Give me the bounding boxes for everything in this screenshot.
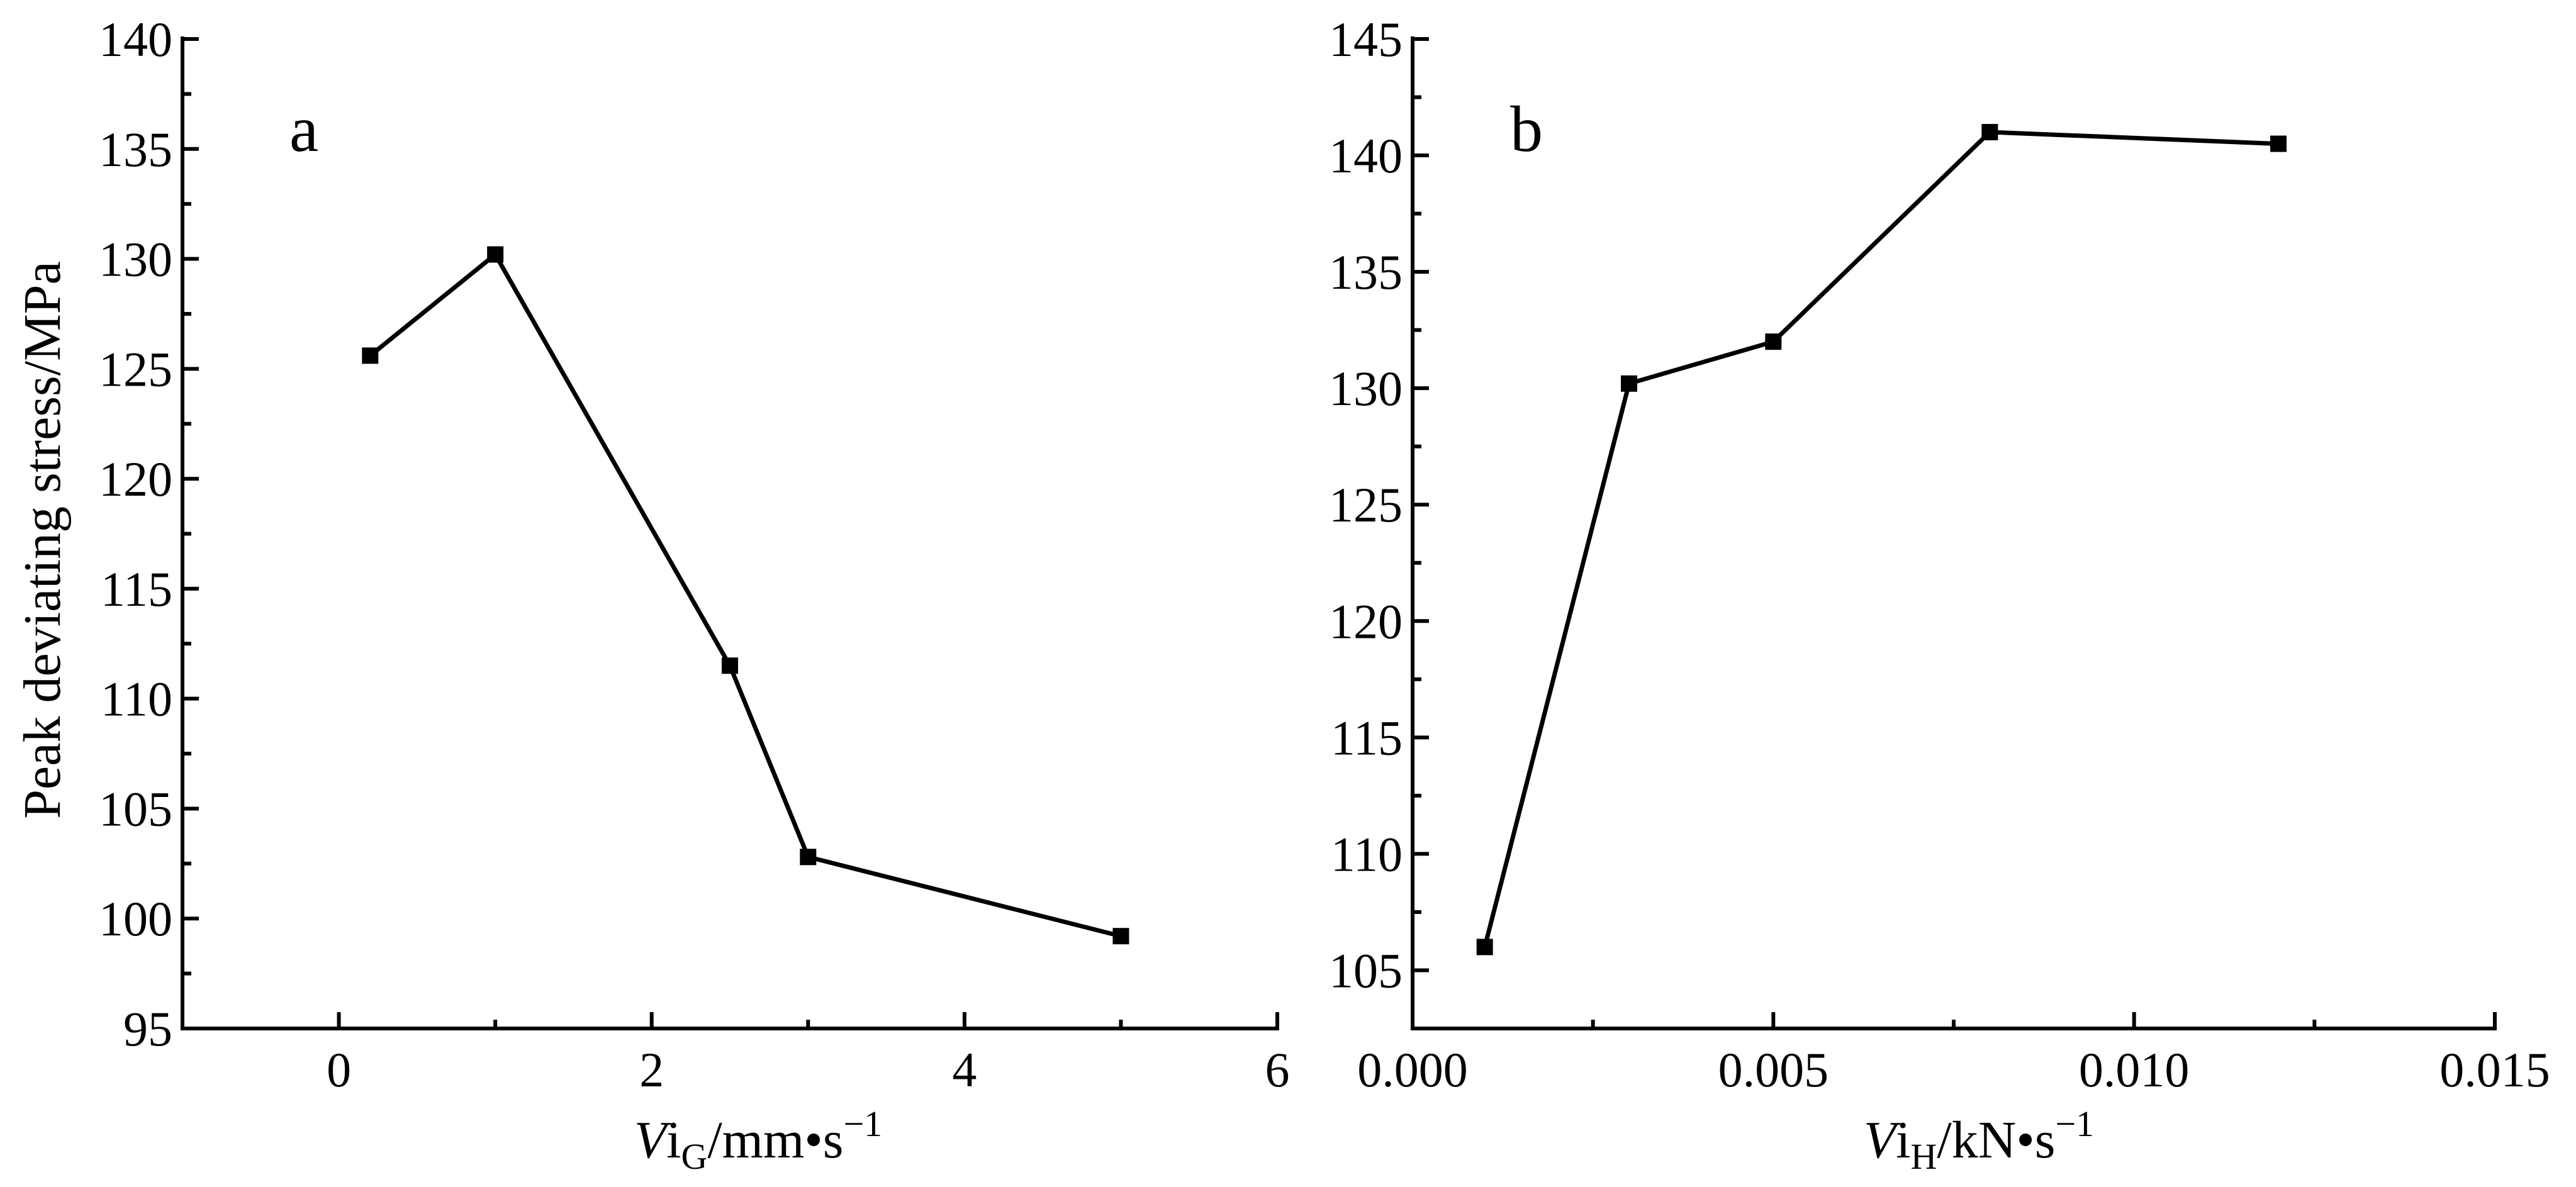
panel-a-y-axis-title: Peak deviating stress/MPa [13,261,72,819]
panel-a-y-tick-label: 105 [99,781,172,836]
panel-b-y-tick-label: 115 [1331,710,1403,765]
panel-b-y-tick-label: 130 [1329,361,1403,416]
panel-a-series-line [369,251,1122,939]
panel-b-x-tick-label: 0.015 [2439,1042,2550,1097]
panel-b-data-point [1765,333,1782,350]
panel-a-x-tick-label: 6 [1265,1042,1290,1097]
panel-a-data-point [800,849,817,866]
panel-a-y-tick-label: 95 [123,1001,172,1056]
panel-b-y-tick-label: 145 [1329,12,1403,67]
panel-b-x-tick-label: 0.000 [1357,1042,1468,1097]
panel-a-y-tick-label: 135 [99,122,172,177]
panel-a-y-tick-label: 130 [99,232,172,287]
panel-a-label: a [289,93,318,165]
panel-b-x-tick-label: 0.010 [2079,1042,2190,1097]
panel-a-data-point [722,657,738,674]
panel-a-y-tick-label: 110 [101,672,172,727]
panel-b-data-point [2270,135,2287,152]
panel-a-x-tick-label: 0 [327,1042,351,1097]
panel-b-y-tick-label: 120 [1329,594,1403,649]
panel-b-x-tick-label: 0.005 [1718,1042,1829,1097]
panel-a-y-tick-label: 115 [101,562,172,616]
panel-a-y-tick-label: 120 [99,452,172,506]
panel-a-data-point [487,246,504,263]
panel-a-x-tick-label: 2 [639,1042,664,1097]
panel-b-data-point [1981,124,1998,141]
panel-b-label: b [1510,93,1543,165]
panel-b-y-tick-label: 110 [1331,827,1403,881]
panel-a-y-tick-label: 125 [99,342,172,396]
panel-b-y-tick-label: 105 [1329,943,1403,998]
panel-b-y-tick-label: 140 [1329,128,1403,183]
panel-a-x-axis-title: ViG/mm•s−1 [634,1103,882,1177]
panel-b-data-point [1621,375,1637,392]
panel-a-x-tick-label: 4 [952,1042,977,1097]
panel-a-y-tick-label: 100 [99,891,172,946]
panel-b-chart: 105 110 115 120 125 130 135 140 145 0.000 0.005 0.0… [1329,12,2550,1177]
panel-a-data-point [362,347,379,364]
panel-b-x-axis-title: ViH/kN•s−1 [1864,1103,2094,1177]
panel-a-chart: 95 100 105 110 115 120 125 130 135 140 0 2 4 6 a ViG/mm… [13,12,1290,1177]
panel-a-data-point [1112,928,1129,945]
panel-b-y-tick-label: 135 [1329,245,1403,299]
panel-b-data-point [1476,939,1493,956]
panel-a-y-tick-label: 140 [99,12,172,67]
panel-b-series-line [1482,130,2279,948]
panel-b-y-tick-label: 125 [1329,477,1403,532]
